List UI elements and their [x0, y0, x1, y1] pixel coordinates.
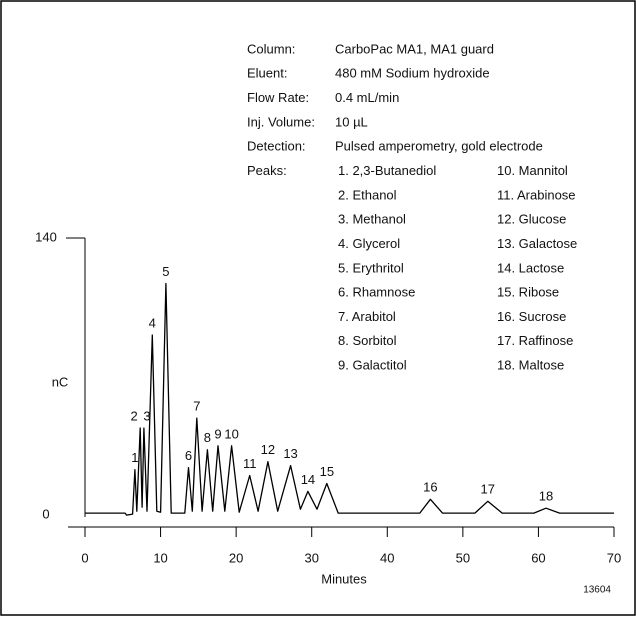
peak-name: 17. Raffinose — [497, 333, 573, 348]
info-value: 10 µL — [335, 114, 368, 129]
info-label: Flow Rate: — [247, 90, 309, 105]
peak-name: 5. Erythritol — [338, 260, 404, 275]
peak-name: 4. Glycerol — [338, 236, 400, 251]
info-label: Column: — [247, 41, 295, 56]
peak-label: 4 — [149, 315, 156, 330]
info-label: Inj. Volume: — [247, 114, 315, 129]
peak-label: 12 — [261, 442, 275, 457]
info-value: Pulsed amperometry, gold electrode — [335, 139, 543, 154]
info-label: Eluent: — [247, 66, 287, 81]
peak-label: 5 — [162, 264, 169, 279]
info-label: Detection: — [247, 139, 306, 154]
peak-label: 15 — [320, 464, 334, 479]
peak-name: 13. Galactose — [497, 236, 577, 251]
peak-name: 15. Ribose — [497, 285, 559, 300]
peak-label: 13 — [283, 446, 297, 461]
peak-label: 2 — [131, 408, 138, 423]
peak-name: 3. Methanol — [338, 212, 406, 227]
trace — [85, 282, 614, 516]
peak-name: 12. Glucose — [497, 212, 566, 227]
peak-label: 18 — [539, 489, 553, 504]
info-value: 480 mM Sodium hydroxide — [335, 66, 490, 81]
peak-label: 16 — [423, 480, 437, 495]
y-tick-label: 140 — [35, 229, 57, 244]
x-tick-label: 40 — [380, 550, 394, 565]
x-tick-label: 30 — [304, 550, 318, 565]
footnote: 13604 — [583, 585, 611, 596]
peak-name: 6. Rhamnose — [338, 285, 415, 300]
peak-name: 10. Mannitol — [497, 163, 568, 178]
info-value: 0.4 mL/min — [335, 90, 399, 105]
peak-name: 1. 2,3-Butanediol — [338, 163, 436, 178]
x-tick-label: 20 — [229, 550, 243, 565]
x-axis-label: Minutes — [321, 571, 367, 586]
x-tick-label: 50 — [456, 550, 470, 565]
x-tick-label: 10 — [153, 550, 167, 565]
peak-label: 10 — [224, 426, 238, 441]
peak-label: 6 — [185, 448, 192, 463]
peak-label: 14 — [301, 472, 315, 487]
peak-name: 8. Sorbitol — [338, 333, 397, 348]
peak-name: 11. Arabinose — [497, 187, 576, 202]
peak-name: 2. Ethanol — [338, 187, 397, 202]
peak-name: 16. Sucrose — [497, 309, 566, 324]
info-label: Peaks: — [247, 163, 287, 178]
y-tick-label: 0 — [42, 507, 49, 522]
peak-name: 7. Arabitol — [338, 309, 396, 324]
peak-label: 17 — [481, 482, 495, 497]
peak-label: 8 — [204, 430, 211, 445]
peak-label: 9 — [214, 426, 221, 441]
x-tick-label: 0 — [81, 550, 88, 565]
x-tick-label: 70 — [607, 550, 621, 565]
peak-label: 11 — [243, 456, 257, 471]
peak-label: 7 — [193, 399, 200, 414]
peak-label: 1 — [131, 450, 138, 465]
peak-name: 14. Lactose — [497, 260, 564, 275]
info-value: CarboPac MA1, MA1 guard — [335, 41, 494, 56]
x-tick-label: 60 — [531, 550, 545, 565]
peak-name: 9. Galactitol — [338, 358, 407, 373]
peak-name: 18. Maltose — [497, 358, 564, 373]
y-axis-label: nC — [52, 374, 69, 389]
peak-label: 3 — [143, 408, 150, 423]
